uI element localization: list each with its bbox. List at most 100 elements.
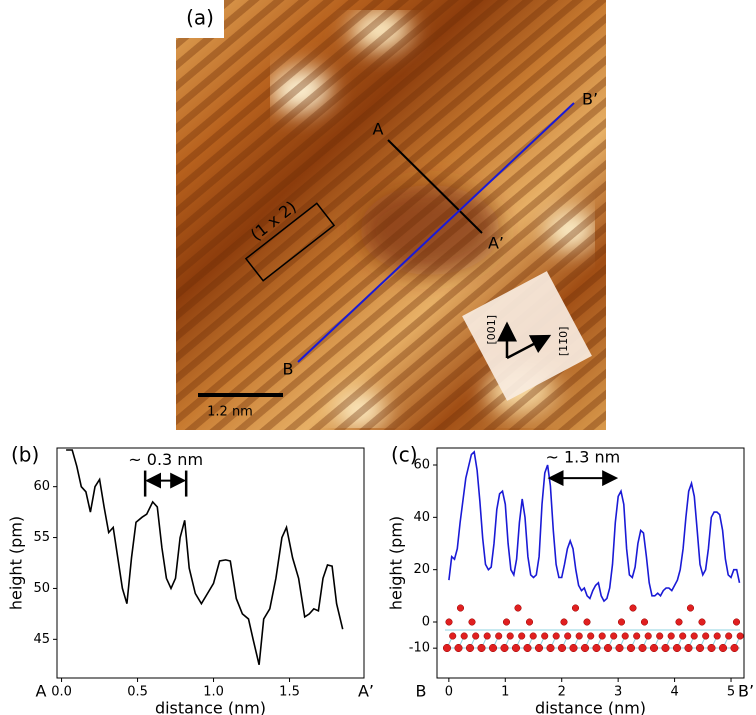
atom bbox=[732, 618, 741, 626]
atom bbox=[686, 604, 695, 612]
atom bbox=[649, 643, 659, 653]
y-tick-label: 0 bbox=[422, 615, 430, 630]
atom bbox=[615, 643, 624, 653]
atom bbox=[736, 632, 744, 640]
data-line bbox=[448, 450, 741, 603]
atom bbox=[456, 604, 465, 612]
x-end-label: A’ bbox=[358, 682, 374, 701]
atom bbox=[488, 643, 498, 653]
x-tick-label: 2 bbox=[558, 685, 566, 700]
x-tick-label: 1.5 bbox=[279, 685, 300, 700]
panel-label: (c) bbox=[391, 443, 418, 467]
atom bbox=[583, 618, 591, 626]
atom bbox=[707, 643, 716, 653]
annotation-text: ~ 1.3 nm bbox=[546, 448, 621, 467]
x-tick-label: 1 bbox=[501, 685, 509, 700]
axis-arrow bbox=[506, 334, 552, 360]
atom bbox=[518, 632, 526, 640]
atom bbox=[557, 643, 567, 653]
x-tick-label: 1.0 bbox=[203, 685, 224, 700]
y-tick-label: 60 bbox=[413, 458, 430, 473]
plot-frame bbox=[436, 447, 745, 679]
label-box bbox=[176, 0, 224, 38]
x-start-label: A bbox=[36, 682, 47, 701]
atom bbox=[598, 632, 606, 640]
atom bbox=[580, 643, 590, 653]
plot-frame bbox=[56, 447, 365, 679]
atom bbox=[483, 632, 491, 640]
atom bbox=[445, 618, 453, 626]
atom bbox=[502, 618, 511, 626]
atom bbox=[564, 632, 572, 640]
atom bbox=[621, 632, 629, 640]
atom bbox=[465, 643, 475, 653]
y-axis-label: height (pm) bbox=[387, 516, 406, 610]
unit-cell bbox=[244, 202, 336, 282]
line-label: B’ bbox=[582, 90, 598, 109]
atom bbox=[610, 632, 618, 640]
atom bbox=[695, 643, 705, 653]
line-b bbox=[297, 102, 575, 363]
atomic-model bbox=[442, 604, 744, 653]
atom bbox=[571, 604, 580, 612]
atom bbox=[592, 643, 601, 653]
y-tick-label: 50 bbox=[33, 581, 50, 596]
atom bbox=[495, 632, 503, 640]
atom bbox=[460, 632, 468, 640]
atom bbox=[713, 632, 721, 640]
atom bbox=[541, 632, 549, 640]
atom bbox=[718, 643, 728, 653]
atom bbox=[702, 632, 710, 640]
atom bbox=[454, 643, 463, 653]
line-label: A bbox=[373, 120, 384, 139]
atom bbox=[633, 632, 641, 640]
y-tick-label: 20 bbox=[413, 562, 430, 577]
atom bbox=[617, 618, 626, 626]
atom bbox=[560, 618, 568, 626]
line-label: B bbox=[283, 360, 294, 379]
atom bbox=[500, 643, 509, 653]
atom bbox=[575, 632, 583, 640]
x-tick-label: 0 bbox=[445, 685, 453, 700]
atom bbox=[477, 643, 486, 653]
x-tick-label: 4 bbox=[670, 685, 678, 700]
atom bbox=[661, 643, 670, 653]
y-tick-label: 45 bbox=[33, 632, 50, 647]
x-axis-label: distance (nm) bbox=[155, 699, 266, 715]
direction-label: [11̄0] bbox=[557, 327, 570, 357]
atom bbox=[511, 643, 521, 653]
atom bbox=[546, 643, 555, 653]
atom bbox=[468, 618, 476, 626]
atom bbox=[472, 632, 480, 640]
y-tick-label: -10 bbox=[409, 641, 430, 656]
atom bbox=[690, 632, 698, 640]
atom bbox=[523, 643, 532, 653]
atom bbox=[514, 604, 522, 612]
atom bbox=[629, 604, 637, 612]
atom bbox=[525, 618, 534, 626]
atom bbox=[569, 643, 578, 653]
x-tick-label: 5 bbox=[727, 685, 735, 700]
atom bbox=[552, 632, 560, 640]
atom bbox=[684, 643, 693, 653]
atom bbox=[603, 643, 613, 653]
atom bbox=[638, 643, 647, 653]
x-axis-label: distance (nm) bbox=[535, 699, 646, 715]
x-tick-label: 0.0 bbox=[51, 685, 72, 700]
atom bbox=[534, 643, 544, 653]
y-tick-label: 55 bbox=[33, 530, 50, 545]
stm-image bbox=[176, 0, 606, 430]
atom bbox=[529, 632, 537, 640]
atom bbox=[675, 618, 683, 626]
atom bbox=[730, 643, 739, 653]
orientation-inset bbox=[462, 271, 592, 401]
panel-label: (a) bbox=[186, 6, 214, 30]
atom bbox=[506, 632, 514, 640]
atom bbox=[667, 632, 675, 640]
atom bbox=[698, 618, 706, 626]
x-end-label: B’ bbox=[738, 682, 754, 701]
line-label: A’ bbox=[488, 234, 504, 253]
data-line bbox=[66, 449, 344, 665]
line-a bbox=[387, 139, 483, 234]
